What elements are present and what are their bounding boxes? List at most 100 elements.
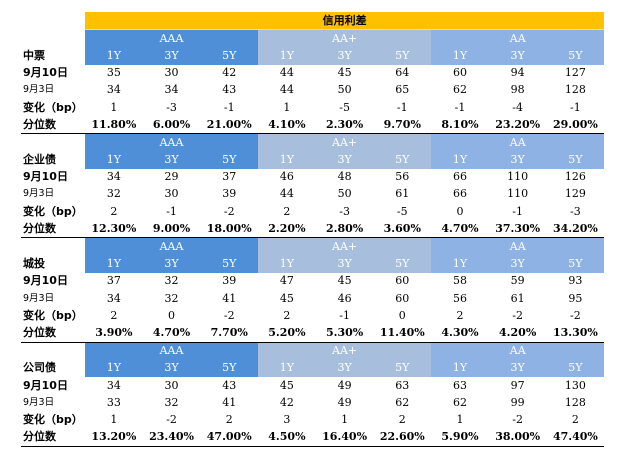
value-cell: 34 [106,83,121,97]
tenor-header: 5Y [373,47,432,65]
tenor-header: 1Y [431,359,489,377]
value-cell: 12.30% [85,220,143,239]
tenor-header: 1Y [85,47,143,65]
rating-group-header: AAA [85,133,259,152]
value-cell: 3 [283,412,291,426]
group-header-row: AAA AA+ AA [21,237,605,256]
tenor-header: 3Y [142,359,201,377]
value-cell: 13.20% [85,428,143,447]
value-cell: 128 [564,83,586,97]
value-cell: 48 [337,170,352,184]
row-label: 9月10日 [23,274,68,288]
row-label: 9月10日 [23,66,68,80]
value-cell: 63 [395,378,410,392]
value-cell: -3 [339,204,350,218]
value-cell: 22.60% [373,428,432,447]
value-cell: 45 [279,378,294,392]
rating-group-header: AA [431,342,605,360]
rating-group-header: AAA [85,342,259,360]
value-cell: -3 [166,100,177,114]
value-cell: 2 [456,308,464,322]
value-cell: -1 [512,204,524,218]
value-cell: 21.00% [200,116,259,135]
value-cell: 37.30% [488,220,547,239]
value-cell: 34 [164,83,179,97]
value-cell: 23.20% [488,116,547,135]
value-cell: 43 [222,378,237,392]
value-cell: 4.20% [488,324,547,343]
current-date-row: 9月10日 34 29 37 46 48 56 66 110 126 [21,169,604,186]
value-cell: -2 [512,412,524,426]
tenor-header: 3Y [315,359,374,377]
tenor-header: 5Y [373,255,432,273]
percentile-row: 分位数 13.20% 23.40% 47.00% 4.50% 16.40% 22.60% 5.… [21,428,605,447]
value-cell: 2 [110,308,118,322]
value-cell: 1 [456,412,464,426]
tenor-header: 5Y [373,151,432,169]
previous-date-row: 9月3日 34 34 43 44 50 65 62 98 128 [21,82,604,99]
value-cell: 34 [106,170,121,184]
value-cell: 47 [279,274,294,288]
value-cell: 44 [279,66,294,80]
rating-group-header: AA [431,237,605,256]
value-cell: 126 [564,170,586,184]
row-label: 分位数 [21,220,85,239]
tenor-header: 5Y [546,255,605,273]
tenor-header: 5Y [200,47,259,65]
value-cell: 0 [398,308,406,322]
row-label: 分位数 [21,324,85,343]
tenor-header-row: 公司债 1Y 3Y 5Y 1Y 3Y 5Y 1Y 3Y 5Y [21,359,605,377]
value-cell: 39 [222,187,237,201]
rating-group-header: AA+ [258,133,432,152]
value-cell: 60 [452,66,467,80]
value-cell: 5.30% [315,324,374,343]
change-bp-row: 变化（bp） 2 0 -2 2 -1 0 2 -2 -2 [21,307,604,324]
value-cell: 1 [110,412,118,426]
value-cell: 46 [279,170,294,184]
percentile-row: 分位数 12.30% 9.00% 18.00% 2.20% 2.80% 3.60% 4.70%… [21,220,605,239]
title-row: 信用利差 [21,12,605,31]
value-cell: 2 [283,204,291,218]
value-cell: 94 [510,66,525,80]
value-cell: -5 [396,204,408,218]
value-cell: 42 [279,395,294,409]
value-cell: 5.20% [258,324,316,343]
value-cell: 0 [456,204,464,218]
tenor-header: 1Y [431,151,489,169]
row-label: 变化（bp） [23,308,83,322]
value-cell: 46 [337,291,352,305]
value-cell: 16.40% [315,428,374,447]
value-cell: -4 [512,100,524,114]
value-cell: -1 [223,100,235,114]
credit-spread-table: 信用利差 AAA AA+ AA 中票 1Y 3Y 5Y 1Y 3Y 5Y 1Y 3Y 5Y 9月10日 35… [21,12,605,447]
value-cell: 60 [395,274,410,288]
value-cell: 41 [222,291,237,305]
row-label: 9月10日 [23,170,68,184]
value-cell: 2.30% [315,116,374,135]
value-cell: 3.60% [373,220,432,239]
value-cell: 64 [395,66,410,80]
value-cell: 8.10% [431,116,489,135]
tenor-header: 5Y [546,359,605,377]
value-cell: 44 [279,187,294,201]
value-cell: 62 [395,395,410,409]
value-cell: 3.90% [85,324,143,343]
value-cell: 129 [564,187,586,201]
value-cell: 130 [564,378,586,392]
tenor-header: 1Y [85,151,143,169]
value-cell: 1 [341,412,349,426]
value-cell: 47.00% [200,428,259,447]
tenor-header: 3Y [315,151,374,169]
value-cell: 39 [222,274,237,288]
tenor-header: 3Y [142,151,201,169]
value-cell: 1 [110,100,118,114]
value-cell: 1 [283,100,291,114]
row-label: 9月3日 [23,188,55,200]
value-cell: 93 [568,274,583,288]
tenor-header-row: 企业债 1Y 3Y 5Y 1Y 3Y 5Y 1Y 3Y 5Y [21,151,605,169]
value-cell: 29.00% [546,116,605,135]
group-header-row: AAA AA+ AA [21,342,605,360]
group-header-row: AAA AA+ AA [21,133,605,152]
value-cell: 2 [110,204,118,218]
value-cell: 62 [452,395,467,409]
